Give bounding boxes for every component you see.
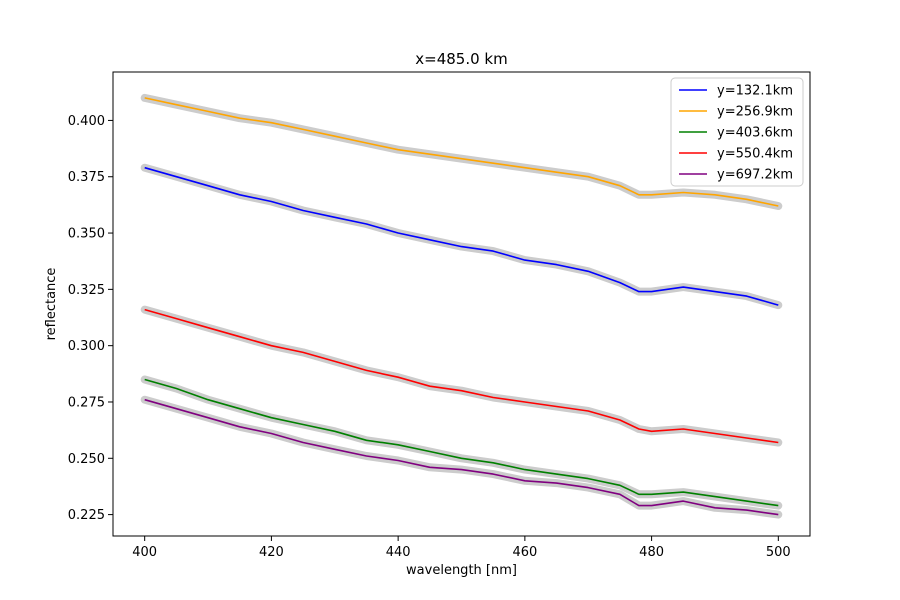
legend-label-0: y=132.1km [717,84,793,99]
chart-title: x=485.0 km [415,50,507,68]
series-line-1 [144,97,779,207]
plot-frame [112,71,811,537]
y-axis-label: reflectance [44,268,59,341]
y-tick-label: 0.350 [68,227,105,242]
series-line-4 [144,398,779,516]
series-line-3 [144,308,779,444]
legend-label-3: y=550.4km [717,147,793,162]
x-axis: 400 420 440 460 480 500 [132,536,791,560]
y-tick-label: 0.275 [68,395,105,410]
legend-label-4: y=697.2km [717,168,793,183]
y-axis: 0.225 0.250 0.275 0.300 0.325 0.350 0.375 0.400 [68,114,113,523]
legend-label-2: y=403.6km [717,126,793,141]
x-tick-label: 460 [512,545,537,560]
legend-box [670,77,804,187]
legend: y=132.1km y=256.9km y=403.6km y=550.4km y=69… [670,77,804,187]
y-tick-label: 0.400 [68,114,105,129]
y-tick-label: 0.225 [68,508,105,523]
x-axis-label: wavelength [nm] [406,563,517,578]
x-tick-label: 440 [386,545,411,560]
x-tick-label: 480 [639,545,664,560]
series-lines [144,97,779,516]
y-tick-label: 0.250 [68,452,105,467]
x-tick-label: 420 [259,545,284,560]
y-tick-label: 0.300 [68,339,105,354]
y-tick-label: 0.325 [68,283,105,298]
x-tick-label: 400 [132,545,157,560]
legend-label-1: y=256.9km [717,105,793,120]
x-tick-label: 500 [766,545,791,560]
series-line-2 [144,378,779,507]
series-line-0 [144,166,779,306]
y-tick-label: 0.375 [68,170,105,185]
